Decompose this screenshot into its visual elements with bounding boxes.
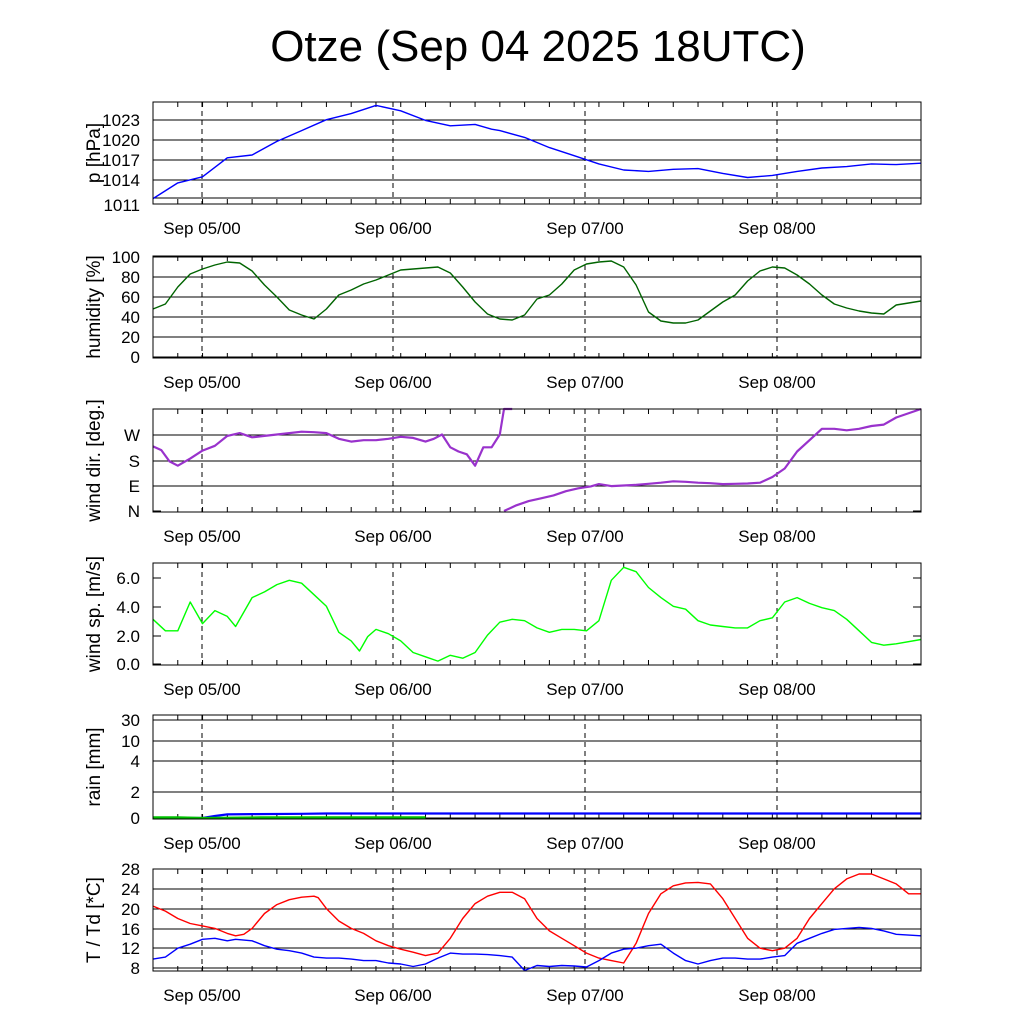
x-tick-label: Sep 05/00 [163,373,241,392]
y-tick-label: 20 [121,900,140,919]
y-tick-label: 24 [121,880,140,899]
y-tick-label: 16 [121,920,140,939]
y-tick-label: 2 [131,783,140,802]
x-tick-label: Sep 07/00 [546,834,624,853]
x-tick-label: Sep 08/00 [738,834,816,853]
x-tick-label: Sep 08/00 [738,219,816,238]
panel-4: 0.0 2.0 4.0 6.0 wind sp. [m/s] Sep 05/00 Sep 0… [84,556,922,699]
x-tick-label: Sep 05/00 [163,680,241,699]
x-tick-label: Sep 06/00 [354,680,432,699]
x-tick-label: Sep 05/00 [163,834,241,853]
rain-line-2 [153,816,426,820]
y-tick-label: N [128,502,140,521]
y-tick-label: E [129,477,140,496]
y-tick-label: 1017 [102,151,140,170]
y-tick-label: 4 [131,752,140,771]
x-tick-label: Sep 05/00 [163,527,241,546]
y-tick-label: 12 [121,939,140,958]
x-tick-label: Sep 05/00 [163,986,241,1005]
x-tick-label: Sep 07/00 [546,219,624,238]
panel-5: 0 2 410 30 rain [mm] Sep 05/00 Sep 06/00 Sep 07… [84,711,922,853]
panel-frame [152,408,922,513]
y-tick-label: S [129,452,140,471]
y-tick-label: 40 [121,308,140,327]
y-axis-label: T / Td [*C] [84,877,105,963]
humidity-line-1 [152,260,922,324]
y-axis-label: wind dir. [deg.] [84,399,105,523]
y-tick-label: 100 [112,248,140,267]
y-tick-label: 1020 [102,131,140,150]
y-tick-label: 1011 [103,196,140,215]
x-tick-label: Sep 08/00 [738,986,816,1005]
y-tick-label: 4.0 [116,598,140,617]
x-tick-label: Sep 06/00 [354,219,432,238]
temperature-line-1 [152,873,921,964]
x-tick-label: Sep 08/00 [738,527,816,546]
y-axis-label: rain [mm] [84,727,105,806]
y-axis-label: wind sp. [m/s] [84,556,105,673]
pressure-line-1 [152,104,922,200]
y-tick-label: 60 [121,288,140,307]
x-tick-label: Sep 07/00 [546,986,624,1005]
x-tick-label: Sep 07/00 [546,680,624,699]
y-tick-label: 0 [131,348,140,367]
y-tick-label: 28 [121,860,140,879]
wind-speed-line-1 [152,566,922,662]
wind-direction-2 [503,407,922,512]
panel-frame [152,868,922,972]
panel-frame [152,255,922,359]
y-tick-label: 10 [121,732,140,751]
y-axis-label: p [hPa] [84,123,105,183]
panel-frame [152,101,922,205]
y-tick-label: 8 [131,959,140,978]
x-tick-label: Sep 05/00 [163,219,241,238]
y-tick-label: 80 [121,268,140,287]
temperature-line-2 [152,926,922,972]
y-tick-label: 30 [121,711,140,730]
y-tick-label: 20 [121,328,140,347]
x-tick-label: Sep 07/00 [546,527,624,546]
y-tick-label: 6.0 [116,569,140,588]
x-tick-label: Sep 06/00 [354,834,432,853]
y-tick-label: 0.0 [116,655,140,674]
y-axis-label: humidity [%] [84,255,105,358]
x-tick-label: Sep 07/00 [546,373,624,392]
x-tick-label: Sep 08/00 [738,373,816,392]
x-tick-label: Sep 06/00 [354,986,432,1005]
y-tick-label: 0 [131,809,140,828]
y-tick-label: 1014 [102,171,140,190]
y-tick-label: W [124,426,140,445]
y-tick-label: 2.0 [116,627,140,646]
y-tick-label: 1023 [102,111,140,130]
x-tick-label: Sep 08/00 [738,680,816,699]
panel-frame [152,714,922,820]
panel-frame [152,562,922,666]
x-tick-label: Sep 06/00 [354,373,432,392]
wind-direction-1 [152,407,513,467]
chart-title: Otze (Sep 04 2025 18UTC) [270,22,806,71]
x-tick-label: Sep 06/00 [354,527,432,546]
